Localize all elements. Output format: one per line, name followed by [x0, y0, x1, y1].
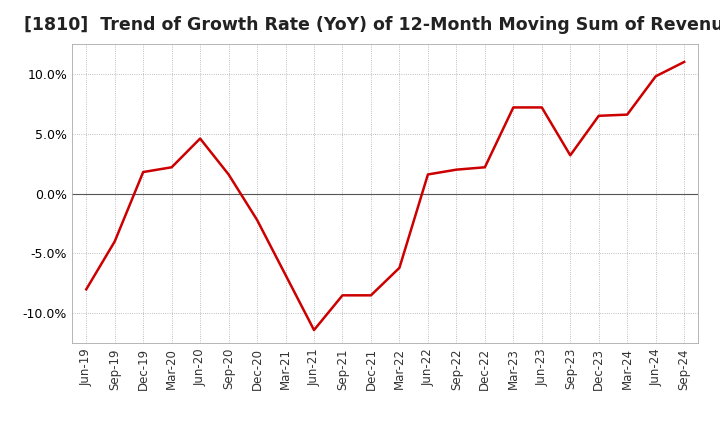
Title: [1810]  Trend of Growth Rate (YoY) of 12-Month Moving Sum of Revenues: [1810] Trend of Growth Rate (YoY) of 12-…	[24, 16, 720, 34]
